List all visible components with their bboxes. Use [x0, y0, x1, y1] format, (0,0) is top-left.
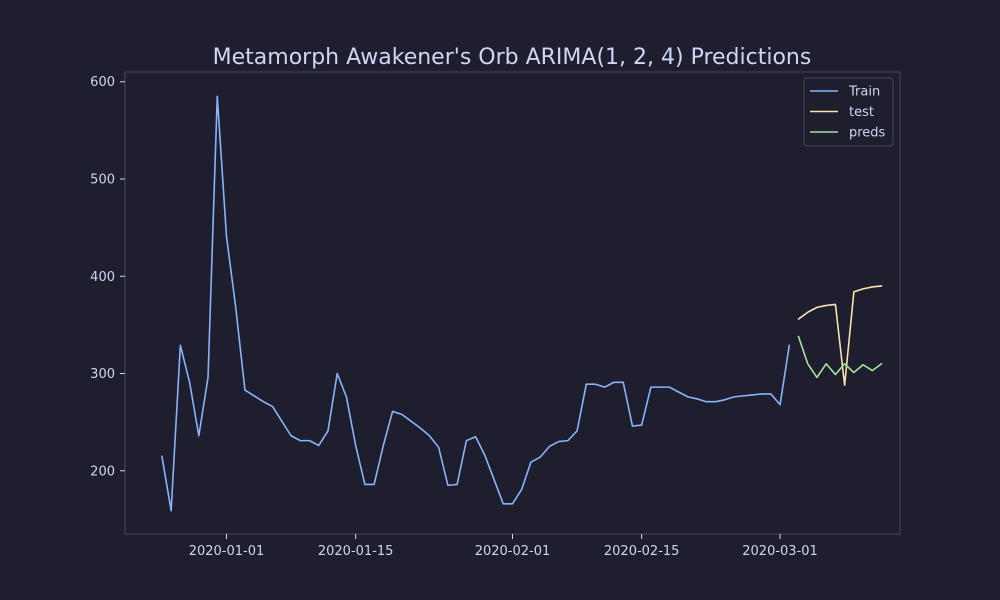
series-layer: [161, 95, 883, 512]
series-line-test: [797, 285, 883, 386]
x-tick-label: 2020-01-01: [189, 544, 265, 559]
y-tick-label: 400: [90, 270, 115, 285]
legend: Train test preds: [803, 77, 894, 147]
x-axis: 2020-01-01 2020-01-15 2020-02-01 2020-02-15…: [189, 534, 818, 559]
x-tick-label: 2020-02-15: [604, 544, 680, 559]
legend-box: [803, 77, 894, 147]
series-line-train: [161, 95, 791, 512]
chart-title: Metamorph Awakener's Orb ARIMA(1, 2, 4) …: [213, 45, 812, 70]
legend-label-preds: preds: [849, 126, 886, 141]
plot-area-frame: [124, 71, 901, 535]
x-tick-label: 2020-03-01: [742, 544, 818, 559]
series-line-preds: [797, 335, 883, 379]
x-tick-label: 2020-02-01: [475, 544, 551, 559]
y-tick-label: 500: [90, 172, 115, 187]
y-tick-label: 600: [90, 75, 115, 90]
y-tick-label: 200: [90, 464, 115, 479]
legend-label-train: Train: [848, 85, 880, 100]
legend-label-test: test: [849, 105, 874, 120]
y-axis: 200 300 400 500 600: [90, 75, 125, 479]
y-tick-label: 300: [90, 367, 115, 382]
x-tick-label: 2020-01-15: [318, 544, 394, 559]
